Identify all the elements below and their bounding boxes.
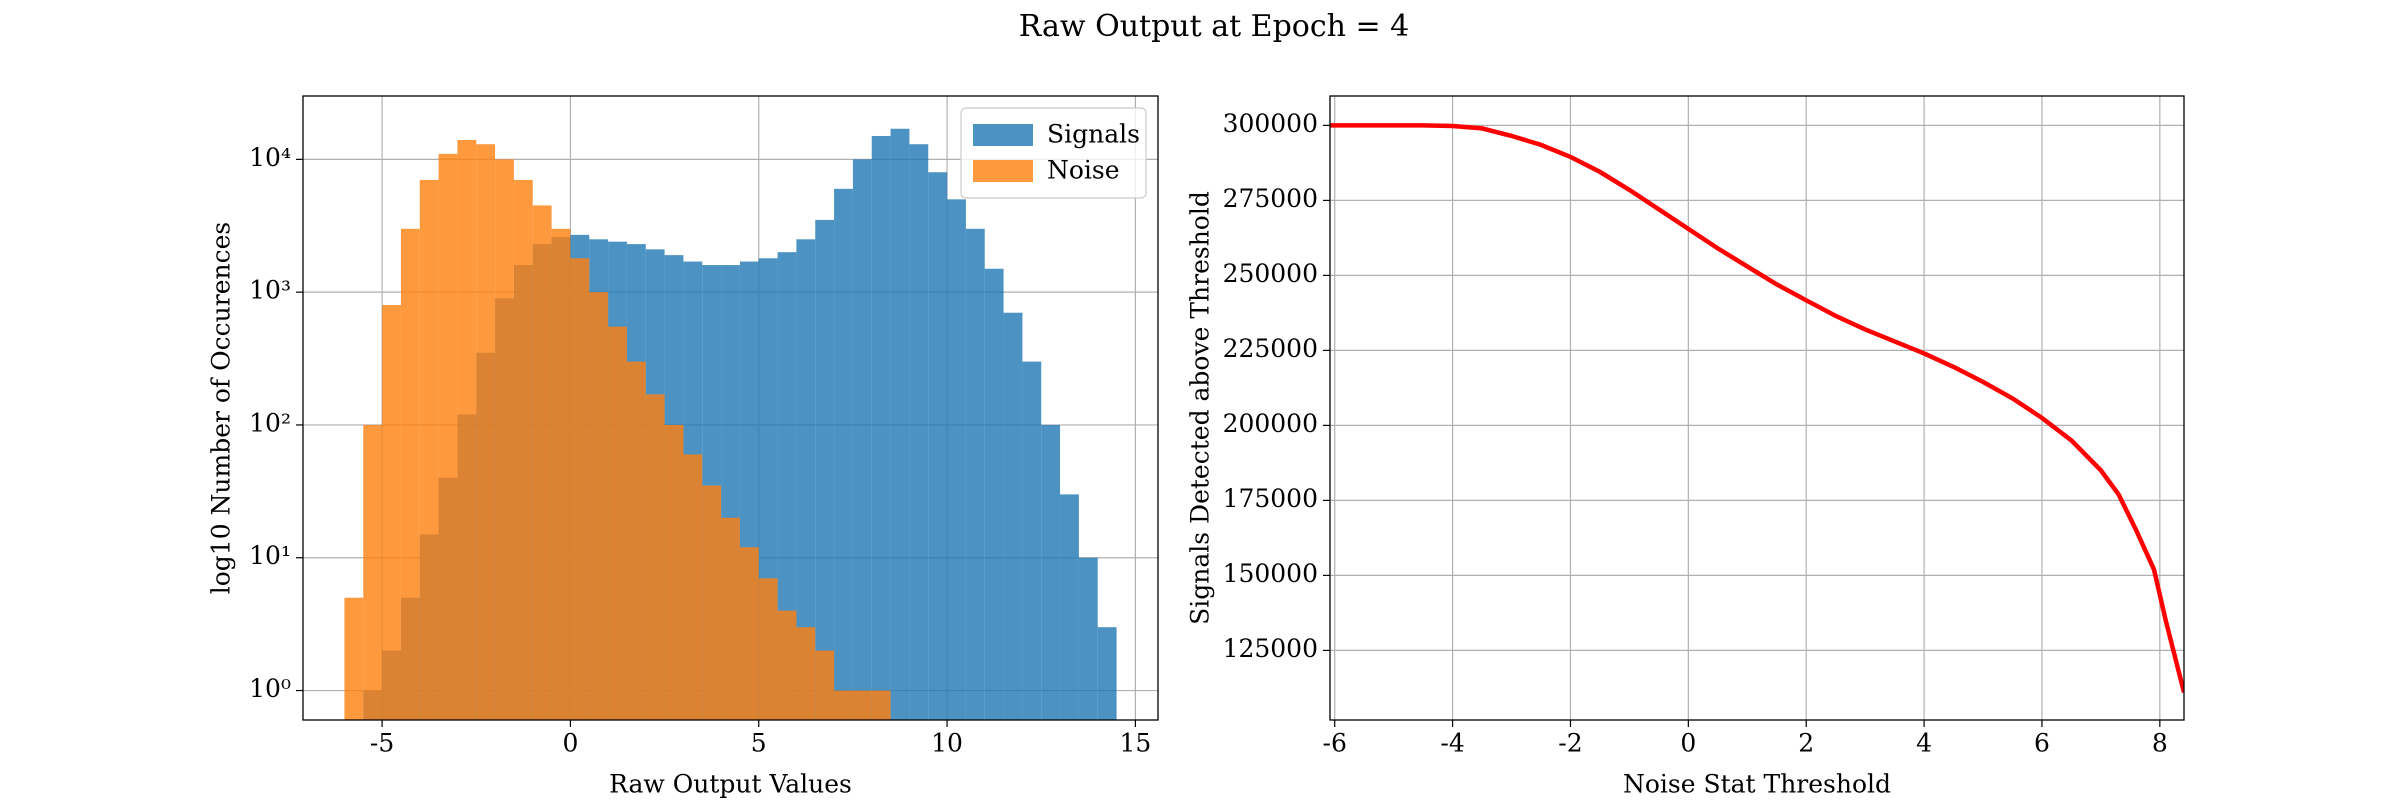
histogram-bar — [589, 292, 609, 720]
histogram-bar — [796, 239, 816, 720]
histogram-bar — [702, 485, 722, 720]
x-tick-label: 6 — [2034, 729, 2050, 758]
line — [1330, 123, 2184, 693]
histogram-bar — [1022, 361, 1042, 720]
y-tick-label: 300000 — [1223, 109, 1318, 138]
subplot: -5 0 5 10 15 10⁰ 10¹ 10² 10³ 10⁴ Raw Output Values… — [207, 95, 1159, 799]
histogram-bar — [495, 159, 514, 720]
histogram-bar — [1097, 627, 1117, 720]
y-tick-label: 10² — [249, 408, 291, 437]
subplot: -6 -4 -2 0 2 4 6 8 125000 150000 175000 200000 22500… — [1186, 95, 2185, 799]
x-tick-label: 10 — [931, 729, 963, 758]
histogram-bar — [758, 578, 778, 720]
histogram-bar — [815, 650, 835, 720]
histogram-bar — [890, 128, 910, 720]
axes-frame — [1329, 95, 2185, 721]
histogram-bar — [419, 179, 439, 720]
histogram-bar — [852, 690, 872, 720]
y-tick-label: 175000 — [1223, 484, 1318, 513]
histogram-bar — [626, 361, 646, 720]
x-tick-label: 0 — [1680, 729, 1696, 758]
y-tick-label: 250000 — [1223, 259, 1318, 288]
histogram-bar — [984, 268, 1004, 720]
histogram-bar — [1078, 557, 1098, 720]
histogram-bar — [852, 159, 872, 720]
x-tick-label: 0 — [562, 729, 578, 758]
histogram-bar — [438, 153, 458, 720]
y-tick-label: 10⁴ — [249, 143, 291, 172]
x-tick-label: -6 — [1323, 729, 1347, 758]
histogram-bar — [928, 172, 948, 720]
histogram-bar — [777, 252, 797, 720]
histogram-bar — [1060, 494, 1079, 720]
x-tick-label: 15 — [1119, 729, 1151, 758]
plot-area — [1330, 123, 2184, 693]
y-tick-label: 10³ — [249, 276, 291, 305]
histogram-bar — [1003, 312, 1023, 720]
x-tick-label: -4 — [1440, 729, 1464, 758]
y-tick-label: 275000 — [1223, 184, 1318, 213]
histogram-bar — [608, 326, 627, 720]
histogram-bar — [871, 690, 891, 720]
histogram-bar — [344, 597, 364, 720]
legend-swatch — [973, 160, 1033, 182]
legend-swatch — [973, 124, 1033, 146]
plot-area — [344, 128, 1117, 720]
y-tick-label: 125000 — [1223, 634, 1318, 663]
y-tick-label: 200000 — [1223, 409, 1318, 438]
histogram-bar — [513, 179, 533, 720]
histogram-bar — [871, 135, 891, 720]
y-tick-label: 225000 — [1223, 334, 1318, 363]
y-tick-label: 10¹ — [249, 541, 291, 570]
histogram-bar — [683, 454, 703, 720]
y-axis-label: Signals Detected above Threshold — [1186, 191, 1215, 625]
histogram-bar — [551, 228, 571, 720]
histogram-bar — [645, 394, 665, 720]
histogram-bar — [965, 228, 985, 720]
histogram-bar — [947, 199, 966, 720]
y-tick-label: 10⁰ — [249, 674, 291, 703]
histogram-bar — [1041, 424, 1061, 720]
histogram-bar — [382, 305, 401, 720]
histogram-bar — [457, 139, 477, 720]
x-tick-label: 5 — [751, 729, 767, 758]
x-tick-label: -5 — [370, 729, 394, 758]
legend-label: Noise — [1047, 156, 1120, 185]
legend: Signals Noise — [960, 107, 1147, 199]
histogram-bar — [909, 144, 929, 720]
x-tick-label: 4 — [1916, 729, 1932, 758]
histogram-bar — [476, 144, 496, 720]
histogram-bar — [834, 690, 853, 720]
x-tick-label: -2 — [1558, 729, 1582, 758]
histogram-bar — [739, 547, 759, 720]
histogram-bar — [570, 258, 590, 720]
histogram-bar — [664, 424, 684, 720]
legend-label: Signals — [1047, 120, 1140, 149]
histogram-bar — [834, 188, 853, 720]
y-tick-label: 150000 — [1223, 559, 1318, 588]
histogram-bar — [815, 219, 835, 720]
histogram-bar — [400, 228, 420, 720]
histogram-bar — [532, 205, 552, 720]
histogram-bar — [721, 517, 740, 720]
figure-title: Raw Output at Epoch = 4 — [1019, 9, 1410, 44]
y-axis-label: log10 Number of Occurences — [207, 222, 236, 595]
x-axis-label: Noise Stat Threshold — [1623, 770, 1891, 799]
histogram-bar — [777, 610, 797, 720]
axes-frame — [302, 95, 1159, 721]
x-tick-label: 2 — [1798, 729, 1814, 758]
x-axis-label: Raw Output Values — [609, 770, 852, 799]
histogram-bar — [363, 424, 383, 720]
x-tick-label: 8 — [2152, 729, 2168, 758]
histogram-bar — [796, 627, 816, 720]
